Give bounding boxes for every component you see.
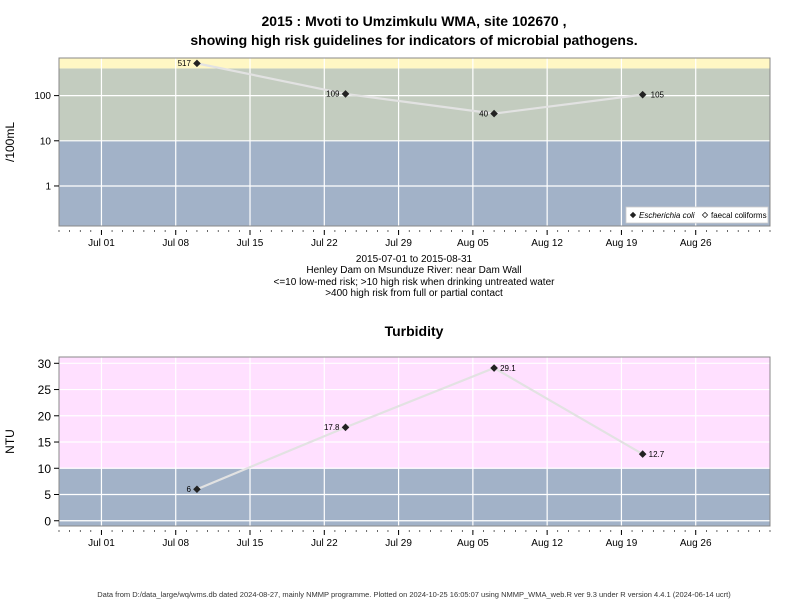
ecoli-x-tick-label-0: Jul 01 [88,238,115,249]
turbidity-series-line [196,366,644,491]
turbidity-x-tick-label-4: Jul 29 [385,538,412,549]
ecoli-y-tick-label-0: 1 [45,181,51,192]
turbidity-y-tick-label-4: 20 [38,409,52,423]
ecoli-chart: Jul 01 Jul 08 Jul 15 Jul 22 Jul 29 Aug 05 Aug … [3,57,771,249]
main-title-line2: showing high risk guidelines for indicat… [190,32,637,48]
turbidity-data-point-2 [490,364,498,372]
ecoli-x-tick-label-2: Jul 15 [237,238,264,249]
ecoli-legend-marker-1 [701,211,709,219]
ecoli-legend-box [625,206,769,224]
turbidity-x-tick-label-6: Aug 12 [531,538,563,549]
turbidity-y-tick-label-6: 30 [38,357,52,371]
turbidity-data-point-1 [341,423,350,432]
turbidity-risk-band-1 [59,357,770,469]
turbidity-risk-band-0 [59,468,770,526]
ecoli-risk-band-2 [59,58,770,69]
ecoli-data-label-2: 40 [479,109,488,118]
ecoli-y-tick-label-2: 100 [34,91,51,102]
ecoli-x-tick-label-6: Aug 12 [531,238,563,249]
ecoli-series-line [196,62,643,115]
turbidity-chart-title: Turbidity [385,323,444,339]
ecoli-x-tick-label-3: Jul 22 [311,238,338,249]
ecoli-plot-border [58,57,771,227]
ecoli-x-tick-label-7: Aug 19 [606,238,638,249]
turbidity-data-point-0 [193,485,201,494]
ecoli-x-tick-label-4: Jul 29 [385,238,412,249]
ecoli-data-point-2 [490,109,498,118]
turbidity-data-label-2: 29.1 [500,364,516,373]
main-title-line1: 2015 : Mvoti to Umzimkulu WMA, site 1026… [262,13,567,29]
turbidity-data-label-1: 17.8 [324,423,340,432]
turbidity-x-tick-label-0: Jul 01 [88,538,115,549]
ecoli-data-point-0 [193,59,201,68]
turbidity-x-tick-label-7: Aug 19 [606,538,638,549]
ecoli-y-axis-label: /100mL [3,122,17,162]
info-site-name: Henley Dam on Msunduze River: near Dam W… [306,265,521,276]
turbidity-y-tick-label-2: 10 [38,462,52,476]
ecoli-data-label-3: 105 [651,90,665,99]
turbidity-y-tick-label-5: 25 [38,383,52,397]
ecoli-y-tick-label-1: 10 [40,136,52,147]
turbidity-data-point-3 [638,450,647,458]
turbidity-plot-border [58,356,771,527]
ecoli-data-point-3 [638,90,647,99]
ecoli-data-label-0: 517 [178,59,192,68]
turbidity-data-label-3: 12.7 [649,450,665,459]
turbidity-y-axis-label: NTU [3,429,17,454]
ecoli-data-label-1: 109 [326,90,340,99]
turbidity-y-tick-label-1: 5 [44,488,51,502]
ecoli-legend-label-1: faecal coliforms [711,211,767,220]
ecoli-x-tick-label-1: Jul 08 [162,238,189,249]
turbidity-x-tick-label-2: Jul 15 [237,538,264,549]
ecoli-x-tick-label-8: Aug 26 [680,238,712,249]
turbidity-data-label-0: 6 [187,485,192,494]
turbidity-x-tick-label-3: Jul 22 [311,538,338,549]
turbidity-x-tick-label-5: Aug 05 [457,538,489,549]
info-guideline-low: <=10 low-med risk; >10 high risk when dr… [274,277,556,288]
info-guideline-high: >400 high risk from full or partial cont… [325,288,503,299]
ecoli-legend-marker-0 [629,211,637,219]
turbidity-y-tick-label-0: 0 [44,514,51,528]
turbidity-chart: Jul 01 Jul 08 Jul 15 Jul 22 Jul 29 Aug 05 Aug … [3,356,771,549]
turbidity-x-tick-label-1: Jul 08 [162,538,189,549]
turbidity-y-tick-label-3: 15 [38,436,52,450]
info-date-range: 2015-07-01 to 2015-08-31 [356,254,473,265]
ecoli-data-point-1 [341,90,350,98]
footer-note: Data from D:/data_large/wq/wms.db dated … [97,590,731,599]
turbidity-x-tick-label-8: Aug 26 [680,538,712,549]
ecoli-x-tick-label-5: Aug 05 [457,238,489,249]
ecoli-risk-band-1 [59,68,770,141]
ecoli-legend-label-0: Escherichia coli [639,211,695,220]
